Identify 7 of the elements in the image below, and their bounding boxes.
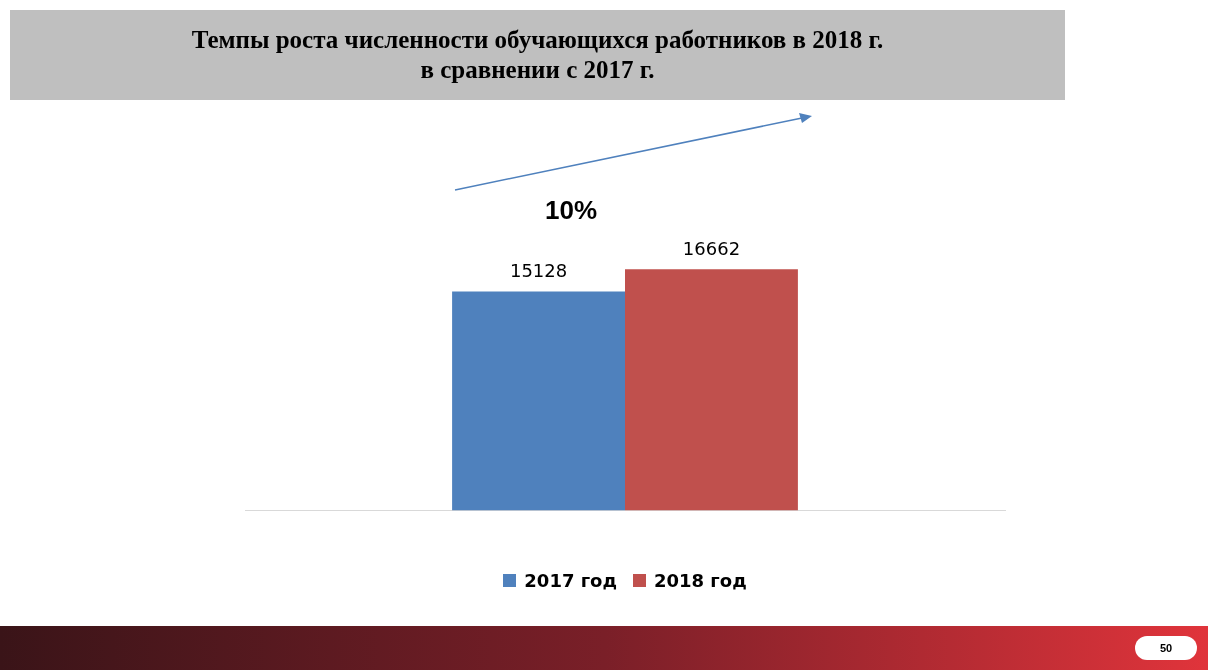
text: 50 xyxy=(1135,636,1197,660)
data-label: 16662 xyxy=(682,238,741,260)
chart-title: Темпы роста численности обучающихся работников в 2018 г. в сравнении с 2017 г. xyxy=(10,10,1065,100)
legend-label: 2018 год xyxy=(654,570,747,591)
data-label: 15128 xyxy=(509,260,568,282)
text: 10% xyxy=(545,195,598,226)
legend-label: 2017 год xyxy=(524,570,617,591)
